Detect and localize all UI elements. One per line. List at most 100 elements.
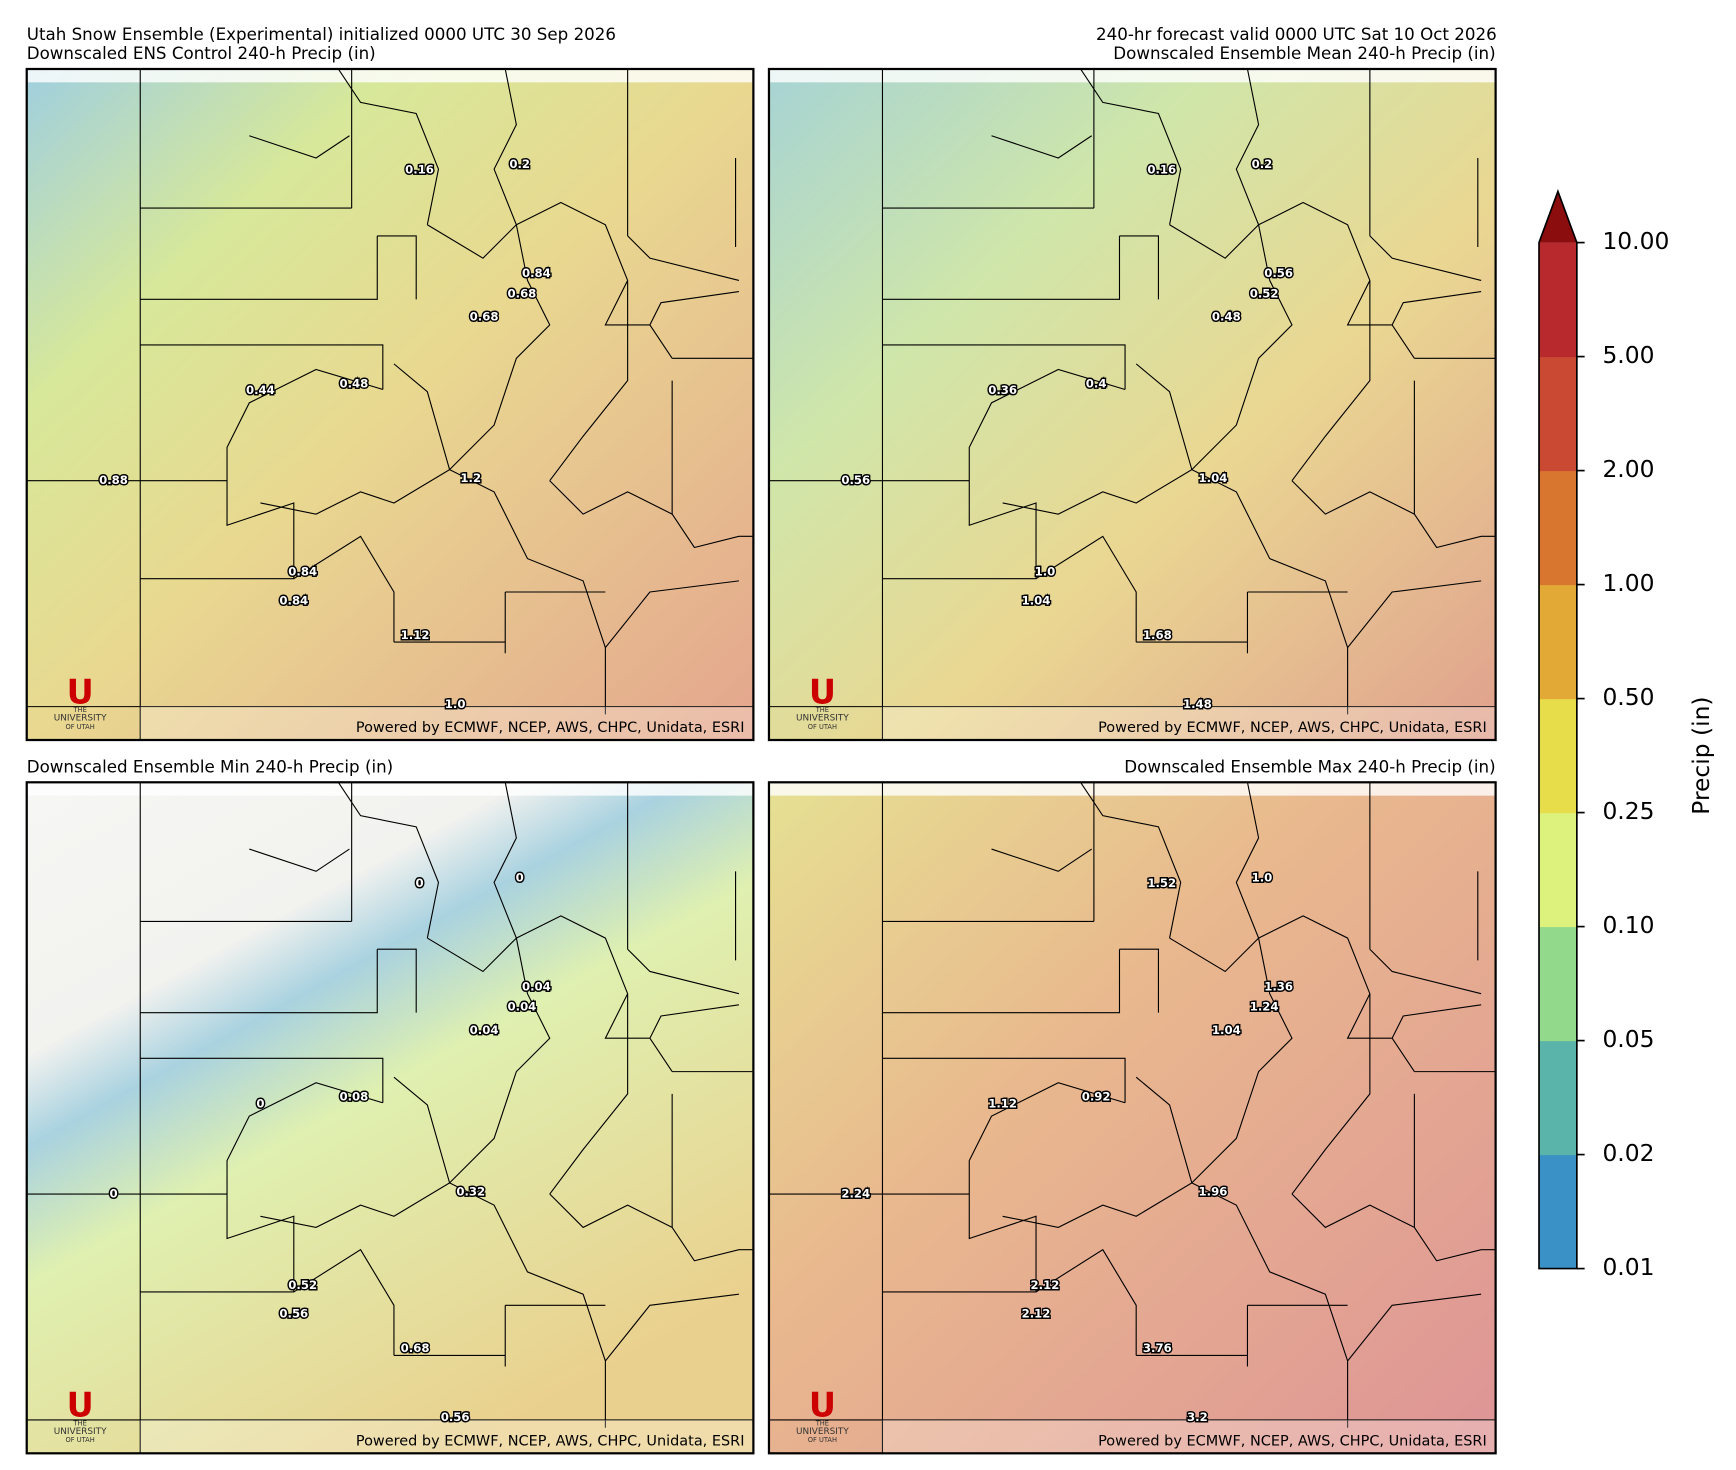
colorbar-tick-label: 0.25 <box>1602 797 1654 825</box>
point-label: 1.48 <box>1183 697 1212 711</box>
colorbar-tick-label: 0.02 <box>1602 1139 1654 1167</box>
point-label: 0.4 <box>1086 376 1107 390</box>
top-strip <box>26 782 754 796</box>
colorbar-bin <box>1539 242 1577 358</box>
point-label: 0.04 <box>470 1023 499 1037</box>
credit: Powered by ECMWF, NCEP, AWS, CHPC, Unida… <box>356 720 745 736</box>
colorbar-bin <box>1539 812 1577 928</box>
logo-text: THE <box>815 1419 829 1427</box>
panel-title: Downscaled Ensemble Mean 240-h Precip (i… <box>1113 44 1495 63</box>
point-label: 0.16 <box>405 163 434 177</box>
logo-mark: U <box>809 1386 836 1425</box>
credit: Powered by ECMWF, NCEP, AWS, CHPC, Unida… <box>1098 720 1487 736</box>
point-label: 0.52 <box>1250 286 1279 300</box>
colorbar-bin <box>1539 1040 1577 1156</box>
point-label: 1.0 <box>1035 564 1056 578</box>
point-label: 0.2 <box>509 157 530 171</box>
logo-mark: U <box>67 672 94 711</box>
colorbar-tick-label: 0.05 <box>1602 1025 1654 1053</box>
colorbar-tick-label: 10.00 <box>1602 227 1669 255</box>
point-label: 2.12 <box>1022 1307 1051 1321</box>
logo-mark: U <box>809 672 836 711</box>
point-label: 0 <box>415 876 423 890</box>
logo-text: UNIVERSITY <box>796 714 849 724</box>
point-label: 1.36 <box>1264 980 1293 994</box>
point-label: 0.52 <box>288 1278 317 1292</box>
top-strip <box>26 68 754 83</box>
colorbar-extend <box>1539 191 1577 243</box>
point-label: 0.16 <box>1147 163 1176 177</box>
panel-frame <box>25 781 755 1455</box>
logo-text: OF UTAH <box>66 1436 95 1444</box>
top-strip <box>768 68 1496 83</box>
logo-text: THE <box>73 1419 87 1427</box>
point-label: 1.12 <box>988 1096 1017 1110</box>
point-label: 0.84 <box>288 564 317 578</box>
header-left: Utah Snow Ensemble (Experimental) initia… <box>27 25 616 44</box>
point-label: 2.12 <box>1031 1278 1060 1292</box>
colorbar-tick-label: 0.50 <box>1602 683 1654 711</box>
logo-text: UNIVERSITY <box>54 714 107 724</box>
logo-text: OF UTAH <box>808 1436 837 1444</box>
point-label: 0.08 <box>339 1090 368 1104</box>
point-label: 0.04 <box>508 1000 537 1014</box>
point-label: 0 <box>516 870 524 884</box>
colorbar-frame <box>1538 188 1578 1270</box>
colorbar-bin <box>1539 470 1577 586</box>
point-label: 0.2 <box>1252 157 1273 171</box>
point-label: 3.76 <box>1143 1341 1172 1355</box>
point-label: 0.56 <box>1264 266 1293 280</box>
panel-title: Downscaled Ensemble Min 240-h Precip (in… <box>27 757 393 776</box>
point-label: 0.84 <box>522 266 551 280</box>
point-label: 0.04 <box>522 980 551 994</box>
top-strip <box>768 782 1496 796</box>
credit-strip <box>882 706 1496 741</box>
colorbar-bin <box>1539 356 1577 472</box>
point-label: 0.68 <box>401 1341 430 1355</box>
logo-text: OF UTAH <box>808 723 837 731</box>
panels: Downscaled ENS Control 240-h Precip (in)… <box>25 44 1497 1455</box>
point-label: 0.36 <box>988 383 1017 397</box>
panel-frame <box>767 781 1497 1455</box>
colorbar-tick-label: 5.00 <box>1602 341 1654 369</box>
point-label: 1.04 <box>1212 1023 1241 1037</box>
colorbar-bin <box>1539 926 1577 1042</box>
panel-title: Downscaled Ensemble Max 240-h Precip (in… <box>1124 757 1495 776</box>
point-label: 1.0 <box>445 697 466 711</box>
point-label: 3.2 <box>1187 1410 1208 1424</box>
colorbar-bin <box>1539 1154 1577 1270</box>
colorbar-tick-label: 0.01 <box>1602 1253 1654 1281</box>
point-label: 0.48 <box>1212 310 1241 324</box>
logo-text: UNIVERSITY <box>796 1427 849 1437</box>
map-panel: 0 0 0.04 0.04 0.04 0 0.08 0 0.32 0.52 0.56 0.68 0.56… <box>25 781 755 1455</box>
credit: Powered by ECMWF, NCEP, AWS, CHPC, Unida… <box>1098 1434 1487 1450</box>
point-label: 1.52 <box>1147 876 1176 890</box>
colorbar-tick-label: 2.00 <box>1602 455 1654 483</box>
point-label: 0.48 <box>339 376 368 390</box>
panel-frame <box>25 67 755 742</box>
logo-text: THE <box>73 706 87 714</box>
point-label: 0.56 <box>841 473 870 487</box>
panel-title: Downscaled ENS Control 240-h Precip (in) <box>27 44 376 63</box>
logo-mark: U <box>67 1386 94 1425</box>
point-label: 1.12 <box>401 628 430 642</box>
map-panel: 0.16 0.2 0.56 0.52 0.48 0.36 0.4 0.56 1.04 1.0 1.0… <box>767 67 1497 742</box>
colorbar-tick-label: 1.00 <box>1602 569 1654 597</box>
credit-strip <box>882 1419 1496 1454</box>
point-label: 1.2 <box>460 471 481 485</box>
map-background <box>768 68 1496 741</box>
point-label: 1.68 <box>1143 628 1172 642</box>
colorbar-bin <box>1539 698 1577 814</box>
point-label: 0.68 <box>508 286 537 300</box>
credit-strip <box>140 1419 754 1454</box>
point-label: 1.0 <box>1252 870 1273 884</box>
point-label: 1.24 <box>1250 1000 1279 1014</box>
point-label: 2.24 <box>841 1187 870 1201</box>
colorbar: 0.01 0.02 0.05 0.10 0.25 0.50 1.00 2.00 5.00 10.0… <box>1538 188 1715 1281</box>
point-label: 0.92 <box>1082 1090 1111 1104</box>
point-label: 0.56 <box>279 1307 308 1321</box>
point-label: 0.32 <box>456 1184 485 1198</box>
header-right: 240-hr forecast valid 0000 UTC Sat 10 Oc… <box>1096 25 1497 44</box>
point-label: 0.88 <box>99 473 128 487</box>
